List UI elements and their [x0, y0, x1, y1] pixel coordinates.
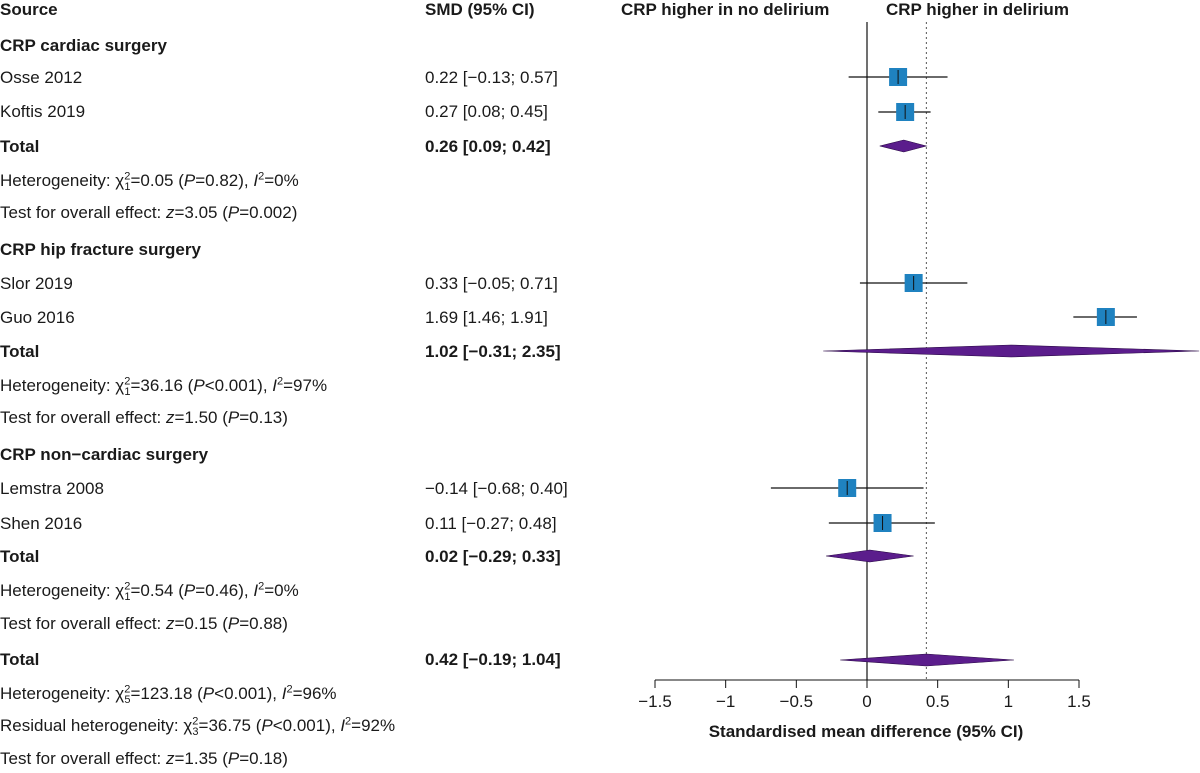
study-name: Slor 2019 — [0, 274, 73, 293]
study-ci: −0.14 [−0.68; 0.40] — [425, 479, 568, 498]
overall-total-label: Total — [0, 650, 40, 669]
left-direction-label: CRP higher in no delirium — [621, 0, 830, 19]
subtotal-ci: 1.02 [−0.31; 2.35] — [425, 342, 561, 361]
heterogeneity-noncardiac: Heterogeneity: χ21=0.54 (P=0.46), I2=0% — [0, 580, 299, 604]
heterogeneity-hip: Heterogeneity: χ21=36.16 (P<0.001), I2=9… — [0, 375, 328, 399]
x-tick-label: −1.5 — [638, 692, 672, 711]
overall-effect-noncardiac: Test for overall effect: z=0.15 (P=0.88) — [0, 614, 288, 633]
subtotal-label: Total — [0, 547, 40, 566]
summary-diamond — [825, 549, 914, 563]
x-tick-label: 1.5 — [1067, 692, 1091, 711]
overall-heterogeneity: Heterogeneity: χ25=123.18 (P<0.001), I2=… — [0, 683, 337, 707]
heterogeneity-cardiac: Heterogeneity: χ21=0.05 (P=0.82), I2=0% — [0, 170, 299, 194]
study-ci: 1.69 [1.46; 1.91] — [425, 308, 548, 327]
subtotal-ci: 0.02 [−0.29; 0.33] — [425, 547, 561, 566]
study-name: Osse 2012 — [0, 68, 83, 87]
overall-effect-hip: Test for overall effect: z=1.50 (P=0.13) — [0, 408, 288, 427]
smd-header: SMD (95% CI) — [425, 0, 535, 19]
group-title-cardiac: CRP cardiac surgery — [0, 36, 167, 55]
study-ci: 0.33 [−0.05; 0.71] — [425, 274, 558, 293]
x-tick-label: 0 — [862, 692, 871, 711]
x-tick-label: −1 — [716, 692, 735, 711]
study-ci: 0.22 [−0.13; 0.57] — [425, 68, 558, 87]
summary-diamond — [823, 344, 1200, 358]
source-header: Source — [0, 0, 58, 19]
group-title-hip: CRP hip fracture surgery — [0, 240, 201, 259]
study-ci: 0.11 [−0.27; 0.48] — [425, 514, 557, 533]
overall-total-ci: 0.42 [−0.19; 1.04] — [425, 650, 561, 669]
x-tick-label: −0.5 — [780, 692, 814, 711]
study-ci: 0.27 [0.08; 0.45] — [425, 102, 548, 121]
subtotal-ci: 0.26 [0.09; 0.42] — [425, 137, 551, 156]
study-name: Guo 2016 — [0, 308, 75, 327]
study-name: Lemstra 2008 — [0, 479, 104, 498]
x-axis-label: Standardised mean difference (95% CI) — [709, 722, 1024, 741]
study-name: Shen 2016 — [0, 514, 83, 533]
summary-diamond — [879, 139, 928, 153]
overall-test-effect: Test for overall effect: z=1.35 (P=0.18) — [0, 749, 288, 768]
right-direction-label: CRP higher in delirium — [886, 0, 1069, 19]
subtotal-label: Total — [0, 137, 40, 156]
summary-diamond — [840, 653, 1015, 667]
x-tick-label: 0.5 — [926, 692, 950, 711]
subtotal-label: Total — [0, 342, 40, 361]
residual-heterogeneity: Residual heterogeneity: χ23=36.75 (P<0.0… — [0, 715, 396, 739]
study-name: Koftis 2019 — [0, 102, 86, 121]
group-title-noncardiac: CRP non−cardiac surgery — [0, 445, 209, 464]
x-tick-label: 1 — [1004, 692, 1013, 711]
overall-effect-cardiac: Test for overall effect: z=3.05 (P=0.002… — [0, 203, 298, 222]
